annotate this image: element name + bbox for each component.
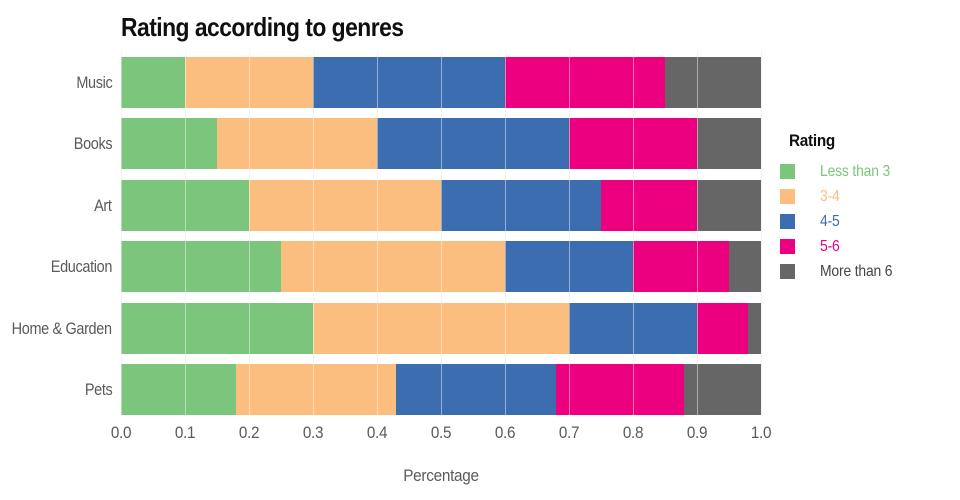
x-axis-tick-label: 1.0 bbox=[750, 423, 772, 442]
y-axis-label: Books bbox=[73, 134, 113, 153]
x-axis-tick-label: 0.9 bbox=[686, 423, 708, 442]
legend: Rating Less than 3 3-4 4-5 5-6 More than 6 bbox=[780, 131, 955, 284]
legend-swatch bbox=[780, 189, 795, 204]
bar-row bbox=[121, 364, 761, 415]
bar-segment[interactable] bbox=[748, 303, 761, 354]
bar-segment[interactable] bbox=[697, 180, 761, 231]
bar-segment[interactable] bbox=[236, 364, 397, 415]
legend-item-label: 3-4 bbox=[820, 187, 840, 205]
legend-item[interactable]: 5-6 bbox=[780, 234, 955, 259]
legend-item[interactable]: 4-5 bbox=[780, 209, 955, 234]
bar-segment[interactable] bbox=[396, 364, 557, 415]
x-axis-title: Percentage bbox=[403, 466, 479, 485]
x-axis-tick-label: 0.1 bbox=[174, 423, 196, 442]
x-axis-tick-label: 0.0 bbox=[110, 423, 132, 442]
bar-segment[interactable] bbox=[556, 364, 685, 415]
legend-item-label: More than 6 bbox=[820, 262, 893, 280]
bar-segment[interactable] bbox=[633, 241, 729, 292]
y-axis-labels: Music Books Art Education Home & Garden Pets bbox=[0, 50, 112, 416]
legend-items: Less than 3 3-4 4-5 5-6 More than 6 bbox=[780, 159, 955, 284]
bar-segment[interactable] bbox=[697, 303, 749, 354]
bar-segment[interactable] bbox=[729, 241, 761, 292]
legend-item[interactable]: Less than 3 bbox=[780, 159, 955, 184]
legend-item[interactable]: 3-4 bbox=[780, 184, 955, 209]
x-axis-tick-label: 0.5 bbox=[430, 423, 452, 442]
y-axis-label: Music bbox=[75, 73, 112, 92]
x-axis-tick-label: 0.6 bbox=[494, 423, 516, 442]
legend-title: Rating bbox=[789, 131, 835, 150]
bar-segment[interactable] bbox=[281, 241, 505, 292]
bar-segment[interactable] bbox=[121, 180, 249, 231]
bar-segment[interactable] bbox=[121, 303, 313, 354]
legend-item[interactable]: More than 6 bbox=[780, 259, 955, 284]
bar-row bbox=[121, 303, 761, 354]
bar-segment[interactable] bbox=[121, 57, 185, 108]
bar-segment[interactable] bbox=[601, 180, 697, 231]
bar-segment[interactable] bbox=[684, 364, 761, 415]
legend-swatch bbox=[780, 214, 795, 229]
bar-segment[interactable] bbox=[121, 118, 217, 169]
bar-segment[interactable] bbox=[249, 180, 441, 231]
y-axis-label: Education bbox=[50, 257, 113, 276]
gridline bbox=[761, 50, 762, 416]
bar-segment[interactable] bbox=[505, 241, 633, 292]
bar-segment[interactable] bbox=[185, 57, 313, 108]
bar-segment[interactable] bbox=[665, 57, 761, 108]
bar-segment[interactable] bbox=[313, 303, 569, 354]
legend-swatch bbox=[780, 264, 795, 279]
x-axis-tick-label: 0.2 bbox=[238, 423, 260, 442]
bar-segment[interactable] bbox=[441, 180, 601, 231]
y-axis-label: Art bbox=[94, 196, 113, 215]
x-axis-tick-label: 0.3 bbox=[302, 423, 324, 442]
bar-segment[interactable] bbox=[313, 57, 505, 108]
bar-segment[interactable] bbox=[377, 118, 569, 169]
plot-area bbox=[121, 50, 762, 416]
legend-swatch bbox=[780, 239, 795, 254]
legend-item-label: 5-6 bbox=[820, 237, 840, 255]
bar-segment[interactable] bbox=[569, 118, 697, 169]
bar-segment[interactable] bbox=[121, 364, 237, 415]
legend-item-label: Less than 3 bbox=[820, 162, 891, 180]
bar-segment[interactable] bbox=[569, 303, 697, 354]
y-axis-label: Home & Garden bbox=[12, 319, 112, 338]
bar-segment[interactable] bbox=[505, 57, 665, 108]
bar-row bbox=[121, 57, 761, 108]
bar-segment[interactable] bbox=[121, 241, 281, 292]
y-axis-label: Pets bbox=[84, 380, 112, 399]
x-axis-tick-label: 0.4 bbox=[366, 423, 388, 442]
bar-row bbox=[121, 180, 761, 231]
x-axis-tick-label: 0.8 bbox=[622, 423, 644, 442]
legend-item-label: 4-5 bbox=[820, 212, 840, 230]
bar-row bbox=[121, 118, 761, 169]
bar-segment[interactable] bbox=[217, 118, 377, 169]
x-axis-tick-label: 0.7 bbox=[558, 423, 580, 442]
chart-title: Rating according to genres bbox=[121, 12, 404, 42]
bar-segment[interactable] bbox=[697, 118, 761, 169]
bar-row bbox=[121, 241, 761, 292]
gridline bbox=[761, 50, 762, 416]
legend-swatch bbox=[780, 164, 795, 179]
